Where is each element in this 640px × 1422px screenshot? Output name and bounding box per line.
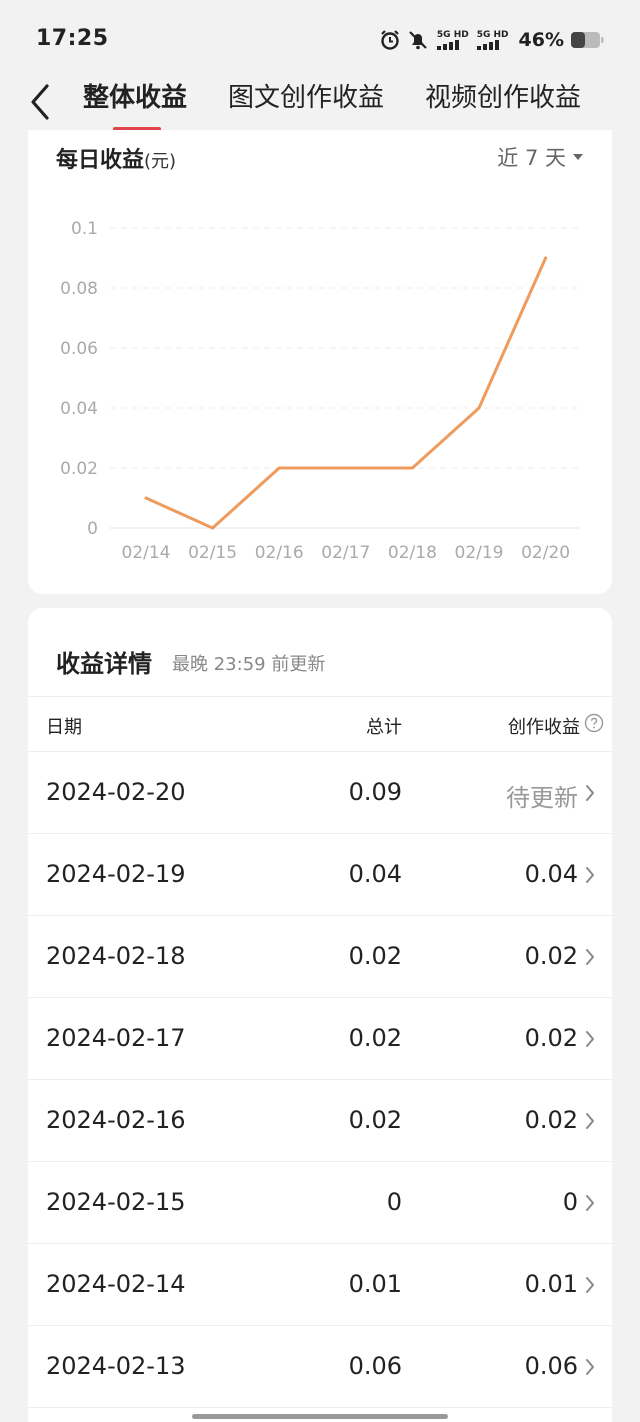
y-tick-label: 0.1 bbox=[71, 219, 98, 239]
status-icons: 5G HD 5G HD 46% bbox=[379, 26, 604, 54]
data-point bbox=[211, 526, 215, 530]
row-total: 0.02 bbox=[348, 942, 402, 970]
chevron-right-icon bbox=[586, 867, 594, 883]
battery-percent: 46% bbox=[518, 29, 564, 51]
back-arrow-icon bbox=[31, 84, 49, 120]
range-label: 近 7 天 bbox=[497, 146, 566, 170]
row-date: 2024-02-14 bbox=[46, 1270, 186, 1298]
chart-title-text: 每日收益 bbox=[56, 148, 145, 173]
daily-income-chart: 0.1 0.08 0.06 0.04 0.02 0 02/14 02/15 02/16 02/17… bbox=[60, 219, 580, 563]
row-creation-income: 0.01 bbox=[524, 1270, 578, 1298]
row-total: 0.06 bbox=[348, 1352, 402, 1380]
x-tick-label: 02/19 bbox=[455, 543, 504, 563]
row-creation-income: 待更新 bbox=[506, 784, 578, 812]
caret-down-icon bbox=[573, 154, 583, 160]
column-creation-income: 创作收益 bbox=[508, 717, 580, 738]
tab-header: 整体收益 图文创作收益 视频创作收益 bbox=[0, 78, 640, 134]
table-row[interactable]: 2024-02-16 0.02 0.02 bbox=[28, 1080, 612, 1162]
y-tick-label: 0.08 bbox=[60, 279, 98, 299]
chevron-right-icon bbox=[586, 1195, 594, 1211]
column-date: 日期 bbox=[46, 717, 82, 738]
row-creation-income: 0.02 bbox=[524, 1106, 578, 1134]
row-total: 0.09 bbox=[348, 778, 402, 806]
row-date: 2024-02-20 bbox=[46, 778, 186, 806]
table-row[interactable]: 2024-02-13 0.06 0.06 bbox=[28, 1326, 612, 1408]
tab-video-income[interactable]: 视频创作收益 bbox=[425, 83, 582, 113]
daily-income-card: 0.1 0.08 0.06 0.04 0.02 0 02/14 02/15 02/16 02/17… bbox=[28, 130, 612, 594]
row-creation-income: 0.02 bbox=[524, 1024, 578, 1052]
help-icon[interactable] bbox=[584, 713, 604, 733]
data-point bbox=[277, 466, 281, 470]
row-creation-income: 0.04 bbox=[524, 860, 578, 888]
row-total: 0.02 bbox=[348, 1106, 402, 1134]
chevron-right-icon bbox=[586, 1113, 594, 1129]
back-button[interactable] bbox=[22, 80, 58, 124]
row-date: 2024-02-13 bbox=[46, 1352, 186, 1380]
row-date: 2024-02-17 bbox=[46, 1024, 186, 1052]
row-total: 0 bbox=[386, 1188, 402, 1216]
x-tick-label: 02/14 bbox=[122, 543, 171, 563]
table-row[interactable]: 2024-02-14 0.01 0.01 bbox=[28, 1244, 612, 1326]
row-total: 0.01 bbox=[348, 1270, 402, 1298]
y-tick-label: 0 bbox=[87, 519, 98, 539]
chart-unit: (元) bbox=[144, 151, 177, 172]
x-tick-label: 02/20 bbox=[521, 543, 570, 563]
chevron-right-icon bbox=[586, 1031, 594, 1047]
row-date: 2024-02-19 bbox=[46, 860, 186, 888]
chevron-right-icon bbox=[586, 949, 594, 965]
data-point bbox=[344, 466, 348, 470]
mute-icon bbox=[407, 29, 429, 51]
row-date: 2024-02-18 bbox=[46, 942, 186, 970]
battery-icon bbox=[570, 30, 604, 50]
chevron-right-icon bbox=[586, 1359, 594, 1375]
tab-article-income[interactable]: 图文创作收益 bbox=[228, 83, 385, 113]
y-tick-label: 0.02 bbox=[60, 459, 98, 479]
chart-title: 每日收益(元) bbox=[56, 142, 176, 174]
row-total: 0.04 bbox=[348, 860, 402, 888]
row-creation-income: 0.06 bbox=[524, 1352, 578, 1380]
data-point bbox=[410, 466, 414, 470]
table-row[interactable]: 2024-02-17 0.02 0.02 bbox=[28, 998, 612, 1080]
alarm-icon bbox=[379, 29, 401, 51]
table-header: 日期 总计 创作收益 bbox=[28, 696, 612, 752]
home-indicator[interactable] bbox=[192, 1414, 448, 1419]
network-label-1: 5G HD bbox=[436, 30, 469, 40]
row-date: 2024-02-15 bbox=[46, 1188, 186, 1216]
chevron-right-icon bbox=[586, 785, 594, 801]
row-creation-income: 0 bbox=[562, 1188, 578, 1216]
table-row[interactable]: 2024-02-20 0.09 待更新 bbox=[28, 752, 612, 834]
chevron-right-icon bbox=[586, 1277, 594, 1293]
status-time: 17:25 bbox=[36, 26, 109, 51]
signal-icon bbox=[476, 40, 499, 50]
row-date: 2024-02-16 bbox=[46, 1106, 186, 1134]
range-dropdown[interactable]: 近 7 天 bbox=[497, 142, 584, 172]
table-row[interactable]: 2024-02-18 0.02 0.02 bbox=[28, 916, 612, 998]
column-total: 总计 bbox=[366, 717, 402, 738]
network-indicator-1: 5G HD bbox=[436, 30, 469, 50]
y-tick-label: 0.06 bbox=[60, 339, 98, 359]
income-details-card: 收益详情 最晚 23:59 前更新 日期 总计 创作收益 2024-02-20 0… bbox=[28, 608, 612, 1422]
row-total: 0.02 bbox=[348, 1024, 402, 1052]
details-update-note: 最晚 23:59 前更新 bbox=[172, 654, 326, 675]
table-row[interactable]: 2024-02-15 0 0 bbox=[28, 1162, 612, 1244]
network-label-2: 5G HD bbox=[476, 30, 509, 40]
details-title: 收益详情 bbox=[56, 650, 152, 678]
x-tick-label: 02/15 bbox=[188, 543, 237, 563]
table-row[interactable]: 2024-02-19 0.04 0.04 bbox=[28, 834, 612, 916]
y-tick-label: 0.04 bbox=[60, 399, 98, 419]
x-tick-label: 02/17 bbox=[321, 543, 370, 563]
signal-icon bbox=[436, 40, 459, 50]
tab-overall-income[interactable]: 整体收益 bbox=[83, 83, 188, 113]
series-line bbox=[144, 256, 548, 530]
status-bar: 17:25 5G HD 5G HD 46% bbox=[0, 0, 640, 78]
data-point bbox=[477, 406, 481, 410]
row-creation-income: 0.02 bbox=[524, 942, 578, 970]
network-indicator-2: 5G HD bbox=[476, 30, 509, 50]
active-tab-indicator bbox=[113, 127, 161, 131]
x-tick-label: 02/18 bbox=[388, 543, 437, 563]
data-point bbox=[544, 256, 548, 260]
x-tick-label: 02/16 bbox=[255, 543, 304, 563]
data-point bbox=[144, 496, 148, 500]
